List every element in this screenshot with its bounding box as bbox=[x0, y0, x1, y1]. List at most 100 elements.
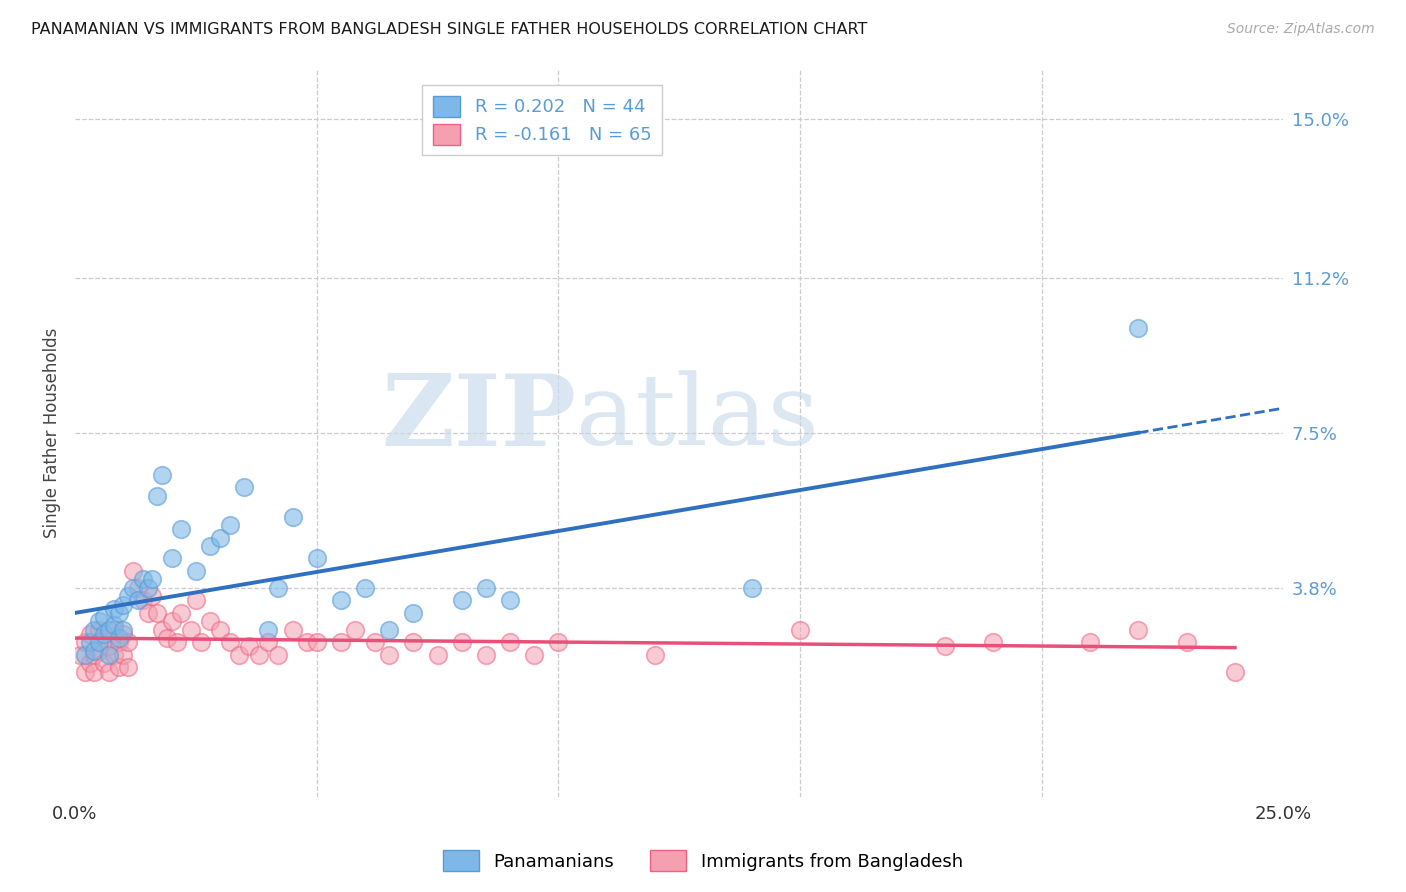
Y-axis label: Single Father Households: Single Father Households bbox=[44, 327, 60, 538]
Legend: R = 0.202   N = 44, R = -0.161   N = 65: R = 0.202 N = 44, R = -0.161 N = 65 bbox=[422, 85, 662, 155]
Point bbox=[73, 648, 96, 662]
Point bbox=[89, 614, 111, 628]
Point bbox=[402, 606, 425, 620]
Point bbox=[122, 581, 145, 595]
Point bbox=[131, 573, 153, 587]
Point bbox=[150, 623, 173, 637]
Point bbox=[73, 635, 96, 649]
Legend: Panamanians, Immigrants from Bangladesh: Panamanians, Immigrants from Bangladesh bbox=[436, 843, 970, 879]
Point bbox=[79, 656, 101, 670]
Point bbox=[218, 635, 240, 649]
Point bbox=[117, 589, 139, 603]
Point bbox=[378, 648, 401, 662]
Point bbox=[475, 648, 498, 662]
Point bbox=[103, 601, 125, 615]
Point bbox=[112, 598, 135, 612]
Point bbox=[200, 539, 222, 553]
Point bbox=[89, 623, 111, 637]
Point bbox=[93, 627, 115, 641]
Point bbox=[127, 593, 149, 607]
Point bbox=[146, 606, 169, 620]
Text: Source: ZipAtlas.com: Source: ZipAtlas.com bbox=[1227, 22, 1375, 37]
Point bbox=[122, 564, 145, 578]
Point bbox=[141, 573, 163, 587]
Point bbox=[160, 551, 183, 566]
Point bbox=[741, 581, 763, 595]
Point bbox=[83, 665, 105, 679]
Point bbox=[426, 648, 449, 662]
Point bbox=[499, 635, 522, 649]
Point bbox=[127, 581, 149, 595]
Point bbox=[79, 635, 101, 649]
Point bbox=[160, 614, 183, 628]
Point bbox=[257, 635, 280, 649]
Point bbox=[89, 635, 111, 649]
Point bbox=[547, 635, 569, 649]
Point bbox=[363, 635, 385, 649]
Point bbox=[112, 627, 135, 641]
Point bbox=[150, 467, 173, 482]
Point bbox=[156, 631, 179, 645]
Point bbox=[117, 635, 139, 649]
Point bbox=[247, 648, 270, 662]
Point bbox=[166, 635, 188, 649]
Point bbox=[523, 648, 546, 662]
Point bbox=[97, 648, 120, 662]
Point bbox=[267, 581, 290, 595]
Point bbox=[402, 635, 425, 649]
Point bbox=[1128, 623, 1150, 637]
Point bbox=[107, 635, 129, 649]
Point bbox=[1128, 321, 1150, 335]
Point bbox=[112, 648, 135, 662]
Text: ZIP: ZIP bbox=[381, 370, 576, 467]
Point bbox=[1175, 635, 1198, 649]
Point bbox=[170, 522, 193, 536]
Point bbox=[93, 610, 115, 624]
Point bbox=[329, 635, 352, 649]
Point bbox=[93, 656, 115, 670]
Point bbox=[107, 631, 129, 645]
Point bbox=[200, 614, 222, 628]
Point bbox=[450, 593, 472, 607]
Point bbox=[180, 623, 202, 637]
Point bbox=[644, 648, 666, 662]
Point bbox=[83, 623, 105, 637]
Point bbox=[934, 640, 956, 654]
Point bbox=[228, 648, 250, 662]
Point bbox=[83, 643, 105, 657]
Point bbox=[89, 643, 111, 657]
Point bbox=[184, 564, 207, 578]
Point bbox=[93, 631, 115, 645]
Point bbox=[117, 660, 139, 674]
Point bbox=[103, 648, 125, 662]
Point bbox=[1078, 635, 1101, 649]
Point bbox=[1223, 665, 1246, 679]
Text: PANAMANIAN VS IMMIGRANTS FROM BANGLADESH SINGLE FATHER HOUSEHOLDS CORRELATION CH: PANAMANIAN VS IMMIGRANTS FROM BANGLADESH… bbox=[31, 22, 868, 37]
Point bbox=[267, 648, 290, 662]
Point bbox=[107, 606, 129, 620]
Point bbox=[103, 623, 125, 637]
Point bbox=[107, 660, 129, 674]
Point bbox=[499, 593, 522, 607]
Point bbox=[136, 581, 159, 595]
Point bbox=[208, 623, 231, 637]
Point bbox=[170, 606, 193, 620]
Point bbox=[789, 623, 811, 637]
Text: atlas: atlas bbox=[576, 370, 820, 467]
Point bbox=[354, 581, 377, 595]
Point bbox=[450, 635, 472, 649]
Point bbox=[112, 623, 135, 637]
Point bbox=[257, 623, 280, 637]
Point bbox=[305, 635, 328, 649]
Point bbox=[218, 518, 240, 533]
Point bbox=[281, 509, 304, 524]
Point bbox=[208, 531, 231, 545]
Point bbox=[69, 648, 91, 662]
Point bbox=[83, 648, 105, 662]
Point bbox=[97, 640, 120, 654]
Point bbox=[378, 623, 401, 637]
Point bbox=[136, 606, 159, 620]
Point bbox=[131, 593, 153, 607]
Point bbox=[97, 665, 120, 679]
Point bbox=[73, 665, 96, 679]
